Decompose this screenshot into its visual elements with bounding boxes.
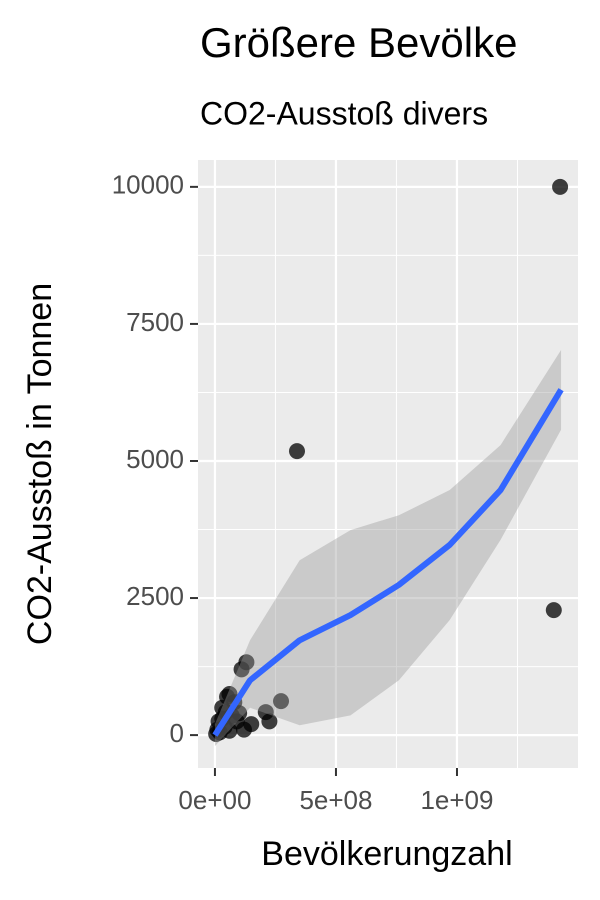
- x-axis-title: Bevölkerungzahl: [261, 835, 512, 873]
- confidence-band: [214, 349, 562, 747]
- chart-title: Größere Bevölke: [200, 19, 517, 66]
- point: [273, 693, 290, 710]
- x-tick-label: 5e+08: [299, 785, 372, 815]
- x-tick-label: 1e+09: [420, 785, 493, 815]
- point: [288, 443, 305, 460]
- point: [261, 713, 278, 730]
- y-tick-label: 10000: [112, 170, 184, 200]
- smooth-line: [212, 388, 564, 737]
- y-axis-title: CO2-Ausstoß in Tonnen: [21, 283, 59, 645]
- y-tick-label: 0: [170, 718, 184, 748]
- point: [545, 602, 562, 619]
- x-tick-label: 0e+00: [178, 785, 251, 815]
- point: [233, 661, 250, 678]
- chart-subtitle: CO2-Ausstoß divers: [200, 95, 488, 131]
- y-tick-label: 7500: [126, 307, 184, 337]
- y-tick-label: 5000: [126, 444, 184, 474]
- point: [552, 178, 569, 195]
- y-tick-label: 2500: [126, 581, 184, 611]
